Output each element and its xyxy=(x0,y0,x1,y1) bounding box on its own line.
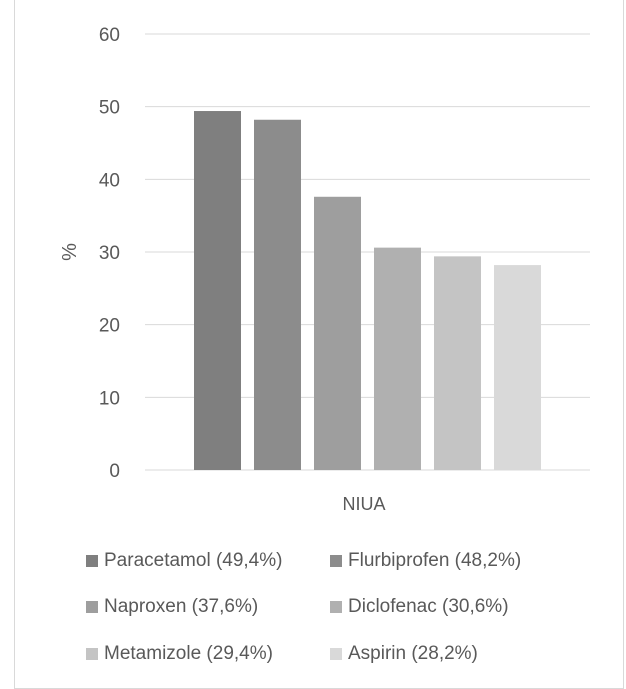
y-tick-label: 10 xyxy=(99,388,120,409)
legend-label: Naproxen (37,6%) xyxy=(104,596,259,617)
legend-item: Metamizole (29,4%) xyxy=(86,643,273,665)
bar xyxy=(434,256,481,470)
y-tick-label: 40 xyxy=(99,170,120,191)
y-axis-label: % xyxy=(59,243,81,261)
legend-swatch xyxy=(86,555,98,567)
legend-item: Aspirin (28,2%) xyxy=(330,643,478,665)
y-tick-label: 50 xyxy=(99,98,120,119)
legend-swatch xyxy=(86,601,98,613)
legend-swatch xyxy=(330,648,342,660)
bar xyxy=(194,111,241,470)
bar xyxy=(374,247,421,470)
legend-item: Flurbiprofen (48,2%) xyxy=(330,550,521,572)
y-tick-label: 20 xyxy=(99,316,120,337)
legend-label: Aspirin (28,2%) xyxy=(348,643,478,664)
legend-item: Paracetamol (49,4%) xyxy=(86,550,282,572)
legend-item: Diclofenac (30,6%) xyxy=(330,596,509,618)
bar xyxy=(314,196,361,471)
legend-item: Naproxen (37,6%) xyxy=(86,596,258,618)
legend-label: Paracetamol (49,4%) xyxy=(104,550,283,571)
legend-label: Diclofenac (30,6%) xyxy=(348,596,509,617)
y-tick-label: 30 xyxy=(99,243,120,264)
bar xyxy=(494,265,541,470)
y-tick-label: 60 xyxy=(99,25,120,46)
x-axis-label: NIUA xyxy=(342,494,385,514)
y-tick-label: 0 xyxy=(109,461,120,482)
legend-swatch xyxy=(330,555,342,567)
legend-label: Metamizole (29,4%) xyxy=(104,643,273,664)
bar xyxy=(254,119,301,470)
legend-swatch xyxy=(86,648,98,660)
legend-swatch xyxy=(330,601,342,613)
legend-label: Flurbiprofen (48,2%) xyxy=(348,550,522,571)
